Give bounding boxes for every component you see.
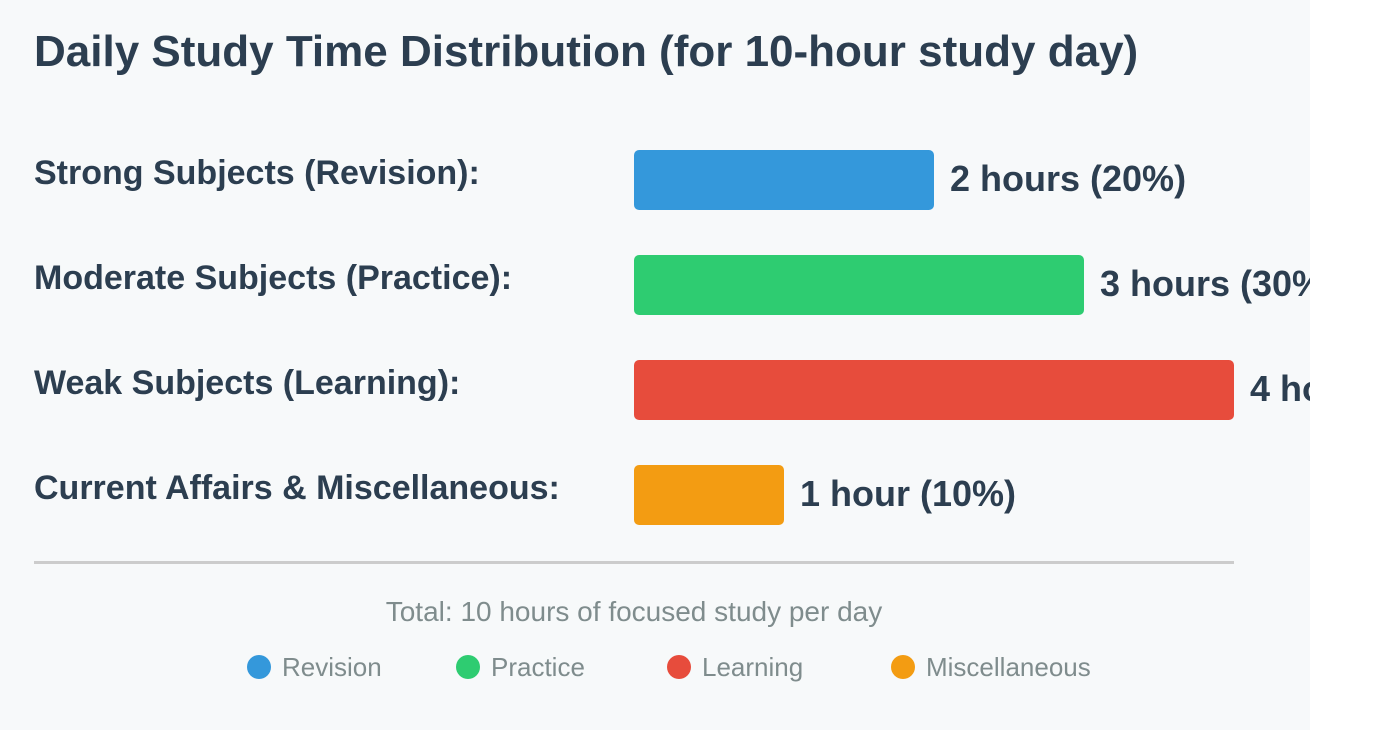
value-label: 1 hour (10%) [800, 473, 1017, 514]
value-label: 2 hours (20%) [950, 158, 1187, 199]
value-label: 3 hours (30%) [1100, 263, 1310, 304]
total-note: Total: 10 hours of focused study per day [385, 596, 883, 627]
legend-dot [667, 655, 691, 679]
legend-label: Revision [282, 652, 382, 682]
value-label: 4 hours (40%) [1250, 368, 1310, 409]
legend-dot [456, 655, 480, 679]
divider [34, 561, 1234, 564]
category-label: Moderate Subjects (Practice): [34, 259, 513, 297]
chart-title: Daily Study Time Distribution (for 10-ho… [34, 27, 1139, 76]
bar [634, 255, 1084, 315]
legend-label: Learning [702, 652, 804, 682]
category-label: Current Affairs & Miscellaneous: [34, 469, 560, 507]
category-label: Weak Subjects (Learning): [34, 364, 461, 402]
bar [634, 360, 1234, 420]
legend-label: Miscellaneous [926, 652, 1091, 682]
legend-label: Practice [491, 652, 585, 682]
legend-dot [891, 655, 915, 679]
bar [634, 465, 784, 525]
category-label: Strong Subjects (Revision): [34, 154, 480, 192]
legend-dot [247, 655, 271, 679]
chart-panel: Daily Study Time Distribution (for 10-ho… [34, 27, 1310, 682]
bar [634, 150, 934, 210]
